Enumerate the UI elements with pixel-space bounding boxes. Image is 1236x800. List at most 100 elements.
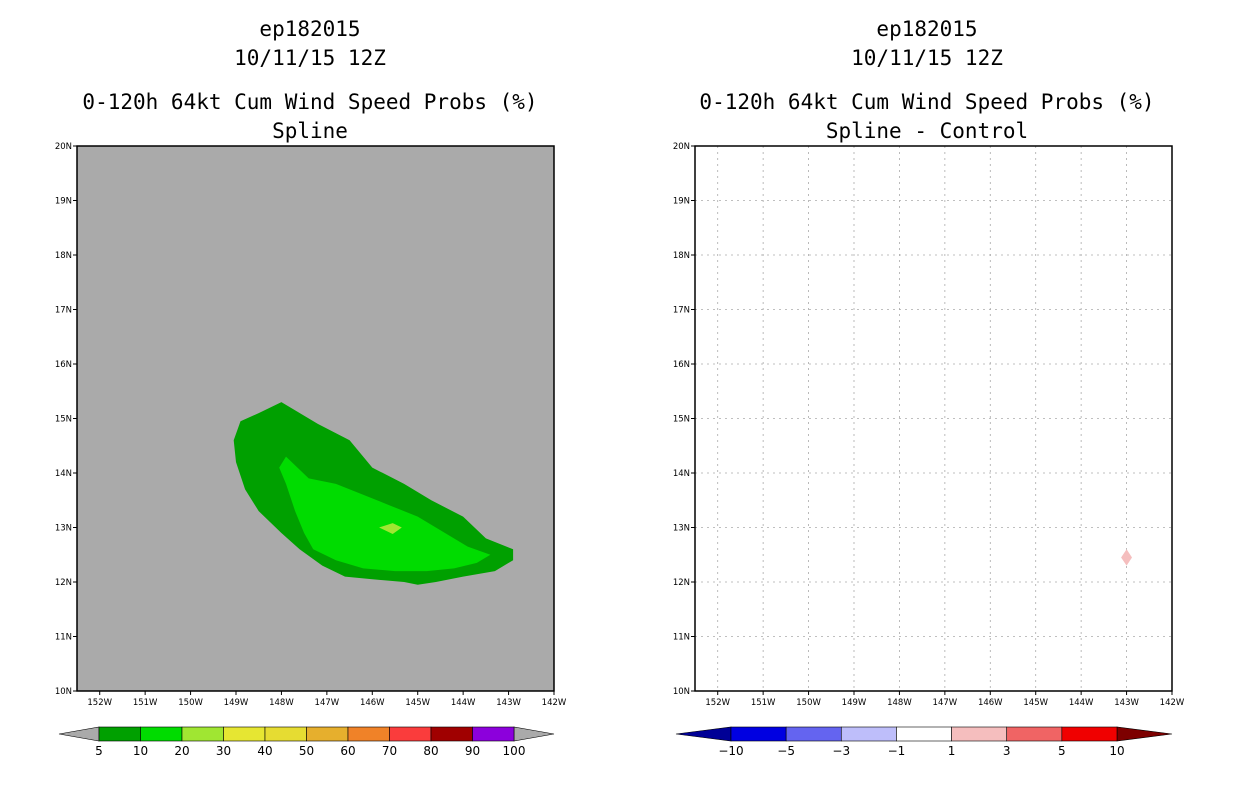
left-colorbar-label: 100 bbox=[503, 744, 526, 758]
right-subtitle: Spline - Control bbox=[826, 119, 1028, 143]
left-colorbar-swatch bbox=[389, 726, 432, 742]
left-title: 0-120h 64kt Cum Wind Speed Probs (%) bbox=[82, 90, 537, 114]
right-y-tick-label: 20N bbox=[673, 142, 690, 152]
right-x-tick-label: 152W bbox=[705, 698, 730, 708]
right-storm-id: ep182015 bbox=[876, 17, 977, 41]
left-colorbar-swatch bbox=[430, 726, 473, 742]
left-colorbar-label: 90 bbox=[465, 744, 480, 758]
right-colorbar-label: 3 bbox=[1003, 744, 1011, 758]
left-colorbar-label: 70 bbox=[382, 744, 397, 758]
left-x-tick-label: 143W bbox=[496, 698, 521, 708]
right-y-tick-label: 10N bbox=[673, 687, 690, 697]
right-colorbar-swatch bbox=[896, 726, 952, 742]
left-x-tick-label: 152W bbox=[87, 698, 112, 708]
left-colorbar-under-arrow bbox=[58, 726, 100, 742]
right-x-tick-label: 151W bbox=[751, 698, 776, 708]
right-plot-background bbox=[695, 146, 1172, 691]
right-x-tick-label: 148W bbox=[887, 698, 912, 708]
left-colorbar-label: 30 bbox=[216, 744, 231, 758]
right-y-tick-label: 13N bbox=[673, 524, 690, 534]
right-x-tick-label: 145W bbox=[1023, 698, 1048, 708]
left-contour-10-20 bbox=[279, 456, 491, 572]
right-x-tick-label: 147W bbox=[933, 698, 958, 708]
right-colorbar-label: −5 bbox=[777, 744, 795, 758]
left-colorbar-swatch bbox=[98, 726, 141, 742]
left-colorbar-swatch bbox=[223, 726, 266, 742]
left-y-tick-label: 17N bbox=[55, 306, 72, 316]
right-colorbar-over-arrow bbox=[1116, 726, 1173, 742]
right-colorbar-label: 10 bbox=[1109, 744, 1124, 758]
right-y-tick-label: 16N bbox=[673, 360, 690, 370]
right-colorbar-swatch bbox=[1061, 726, 1118, 742]
right-colorbar-label: −1 bbox=[888, 744, 906, 758]
right-panel: ep182015 10/11/15 12Z 0-120h 64kt Cum Wi… bbox=[673, 17, 1185, 758]
left-x-tick-label: 150W bbox=[178, 698, 203, 708]
left-colorbar-label: 20 bbox=[174, 744, 189, 758]
left-colorbar-swatch bbox=[140, 726, 183, 742]
left-y-tick-label: 10N bbox=[55, 687, 72, 697]
left-colorbar-swatch bbox=[264, 726, 307, 742]
left-y-tick-label: 16N bbox=[55, 360, 72, 370]
left-x-tick-label: 142W bbox=[542, 698, 567, 708]
left-date: 10/11/15 12Z bbox=[234, 46, 386, 70]
left-y-tick-label: 13N bbox=[55, 524, 72, 534]
right-x-tick-label: 143W bbox=[1114, 698, 1139, 708]
right-colorbar-swatch bbox=[730, 726, 787, 742]
right-colorbar-swatch bbox=[1006, 726, 1063, 742]
left-contour-20-30 bbox=[379, 523, 402, 534]
left-x-tick-label: 147W bbox=[315, 698, 340, 708]
right-y-tick-label: 15N bbox=[673, 415, 690, 425]
left-colorbar-label: 40 bbox=[257, 744, 272, 758]
left-y-tick-label: 11N bbox=[55, 633, 72, 643]
right-y-tick-label: 14N bbox=[673, 469, 690, 479]
right-colorbar-under-arrow bbox=[675, 726, 732, 742]
right-y-tick-label: 18N bbox=[673, 251, 690, 261]
left-colorbar-swatch bbox=[472, 726, 515, 742]
right-x-tick-label: 150W bbox=[796, 698, 821, 708]
left-y-tick-label: 18N bbox=[55, 251, 72, 261]
left-colorbar-over-arrow bbox=[513, 726, 555, 742]
left-colorbar-label: 50 bbox=[299, 744, 314, 758]
right-colorbar-swatch bbox=[785, 726, 842, 742]
right-colorbar-swatch bbox=[840, 726, 897, 742]
left-x-tick-label: 144W bbox=[451, 698, 476, 708]
right-colorbar-label: 5 bbox=[1058, 744, 1066, 758]
left-x-tick-label: 146W bbox=[360, 698, 385, 708]
right-date: 10/11/15 12Z bbox=[851, 46, 1003, 70]
left-plot-background bbox=[77, 146, 554, 691]
left-y-tick-label: 14N bbox=[55, 469, 72, 479]
left-x-tick-label: 151W bbox=[133, 698, 158, 708]
right-colorbar-label: −10 bbox=[718, 744, 743, 758]
right-colorbar-label: 1 bbox=[948, 744, 956, 758]
right-contour-1-3 bbox=[1121, 549, 1132, 566]
left-subtitle: Spline bbox=[272, 119, 348, 143]
left-colorbar-swatch bbox=[181, 726, 224, 742]
left-panel: ep182015 10/11/15 12Z 0-120h 64kt Cum Wi… bbox=[55, 17, 567, 758]
left-colorbar-swatch bbox=[347, 726, 390, 742]
right-y-tick-label: 12N bbox=[673, 578, 690, 588]
right-x-tick-label: 149W bbox=[842, 698, 867, 708]
right-x-tick-label: 142W bbox=[1160, 698, 1185, 708]
left-storm-id: ep182015 bbox=[259, 17, 360, 41]
left-y-tick-label: 15N bbox=[55, 415, 72, 425]
right-title: 0-120h 64kt Cum Wind Speed Probs (%) bbox=[699, 90, 1154, 114]
left-y-tick-label: 12N bbox=[55, 578, 72, 588]
right-y-tick-label: 17N bbox=[673, 306, 690, 316]
left-x-tick-label: 145W bbox=[405, 698, 430, 708]
right-x-tick-label: 146W bbox=[978, 698, 1003, 708]
left-colorbar-swatch bbox=[306, 726, 349, 742]
left-x-tick-label: 149W bbox=[224, 698, 249, 708]
left-x-tick-label: 148W bbox=[269, 698, 294, 708]
right-colorbar-swatch bbox=[951, 726, 1008, 742]
right-x-tick-label: 144W bbox=[1069, 698, 1094, 708]
right-y-tick-label: 19N bbox=[673, 197, 690, 207]
left-y-tick-label: 19N bbox=[55, 197, 72, 207]
left-colorbar-label: 60 bbox=[340, 744, 355, 758]
left-colorbar-label: 10 bbox=[133, 744, 148, 758]
left-colorbar-label: 80 bbox=[423, 744, 438, 758]
right-colorbar-label: −3 bbox=[832, 744, 850, 758]
left-colorbar-label: 5 bbox=[95, 744, 103, 758]
left-y-tick-label: 20N bbox=[55, 142, 72, 152]
right-y-tick-label: 11N bbox=[673, 633, 690, 643]
